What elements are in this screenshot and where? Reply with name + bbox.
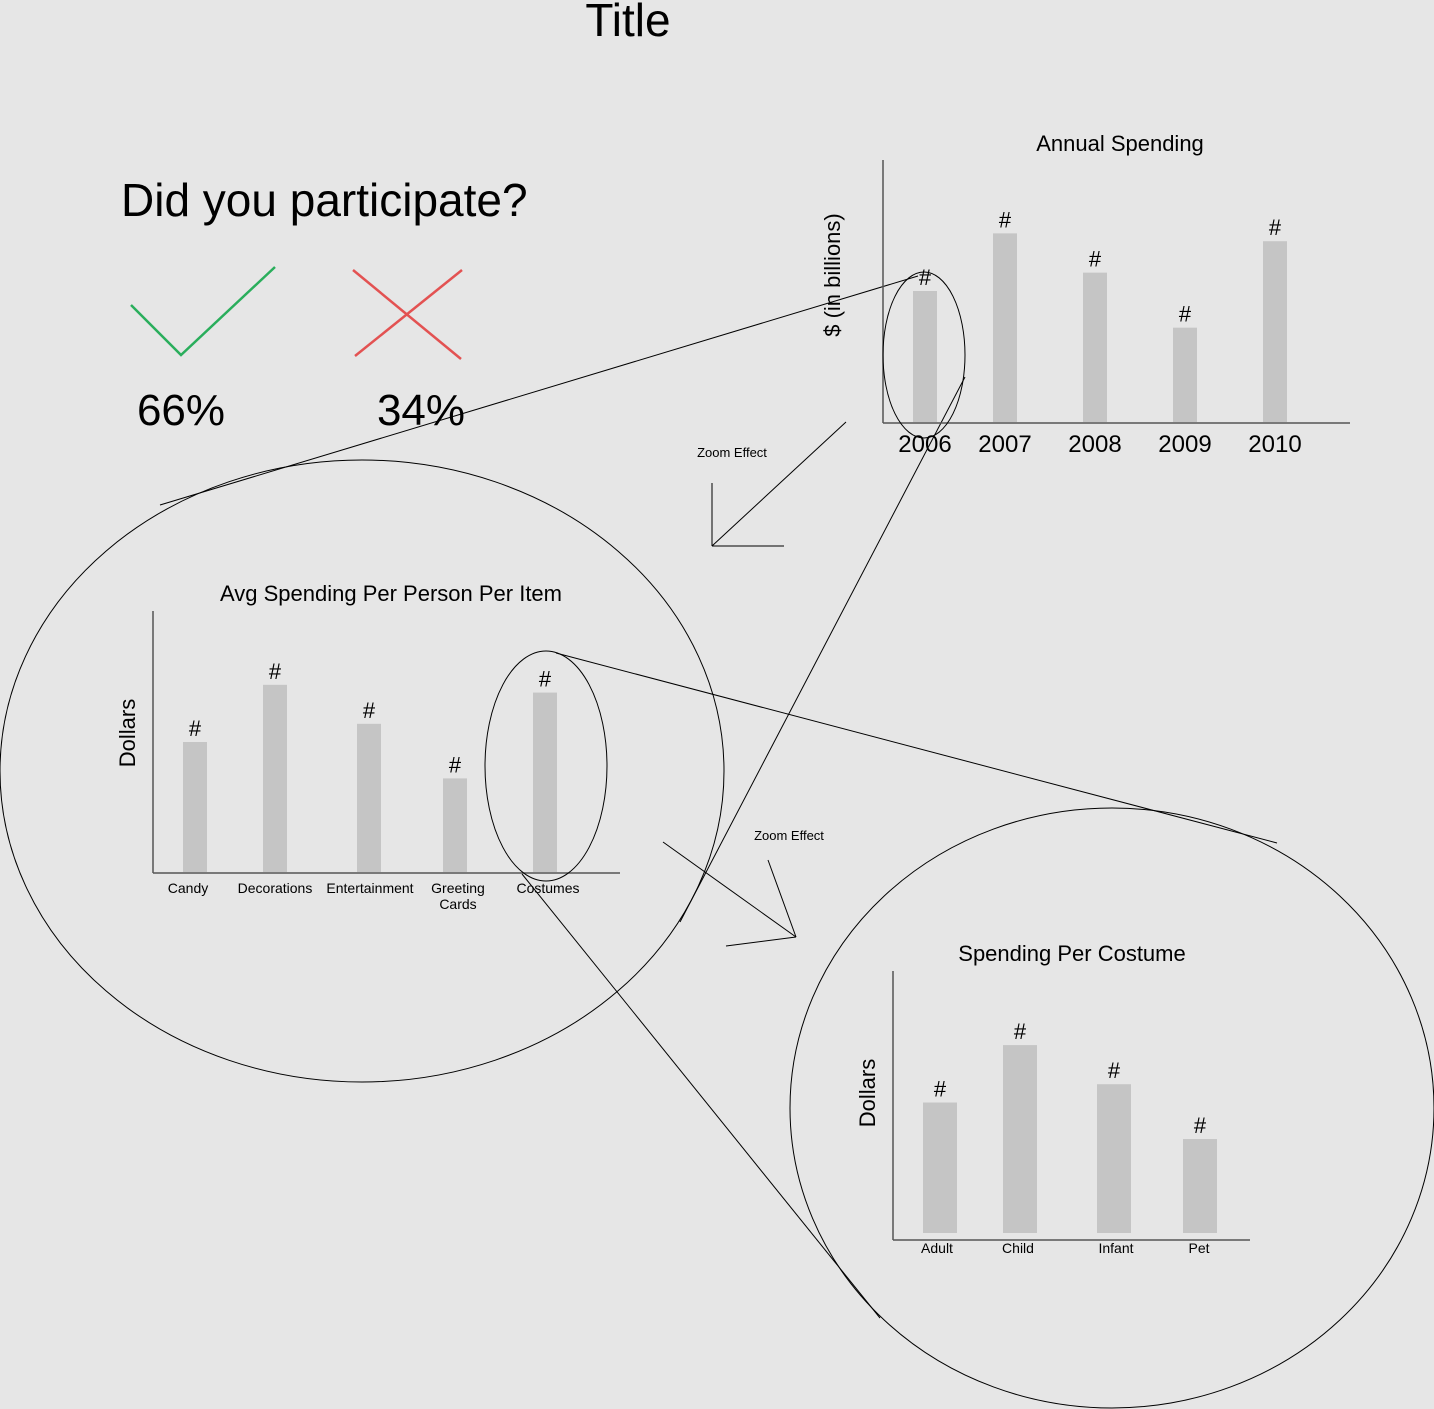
no-percent: 34% — [377, 386, 465, 435]
participation-question: Did you participate? — [121, 174, 528, 226]
tick-label: Adult — [921, 1240, 953, 1256]
data-label: # — [934, 1077, 947, 1102]
bar-decorations — [263, 684, 287, 872]
data-label: # — [189, 716, 202, 741]
bar-greeting-cards — [443, 778, 467, 872]
data-label: # — [1108, 1058, 1121, 1083]
tick-label: 2010 — [1248, 431, 1301, 458]
check-icon — [130, 266, 276, 357]
bar-entertainment — [357, 723, 381, 872]
bar-costumes — [533, 692, 557, 872]
data-label: # — [919, 265, 932, 290]
data-label: # — [539, 667, 552, 692]
tick-label: Infant — [1098, 1240, 1133, 1256]
bar-infant — [1097, 1084, 1131, 1233]
zoom-connector-line — [521, 873, 881, 1319]
bar-2007 — [993, 233, 1017, 422]
data-label: # — [1089, 247, 1102, 272]
data-label: # — [1179, 302, 1192, 327]
zoom-connector-line — [679, 376, 966, 923]
data-label: # — [1014, 1019, 1027, 1044]
highlight-ellipse-costumes — [484, 650, 608, 882]
cross-icon — [352, 269, 463, 360]
zoom-label-1: Zoom Effect — [697, 445, 767, 460]
chart-title: Avg Spending Per Person Per Item — [220, 581, 562, 606]
tick-label: 2009 — [1158, 431, 1211, 458]
bar-candy — [183, 742, 207, 872]
data-label: # — [1194, 1113, 1207, 1138]
bar-2009 — [1173, 327, 1197, 422]
data-label: # — [363, 698, 376, 723]
bar-adult — [923, 1102, 957, 1233]
zoom-connector-line — [159, 275, 919, 506]
data-label: # — [999, 207, 1012, 232]
tick-label: 2008 — [1068, 431, 1121, 458]
data-label: # — [449, 752, 462, 777]
data-label: # — [1269, 215, 1282, 240]
zoom-connector-line — [555, 652, 1278, 844]
highlight-ellipse-2006 — [882, 271, 966, 439]
yes-percent: 66% — [137, 386, 225, 435]
tick-label: Costumes — [516, 880, 579, 896]
chart-title: Spending Per Costume — [958, 941, 1185, 966]
bar-child — [1003, 1045, 1037, 1233]
tick-label: Decorations — [238, 880, 313, 896]
tick-label: Pet — [1188, 1240, 1209, 1256]
chart-ylabel: Dollars — [115, 699, 140, 767]
zoom-ellipse-costumes — [789, 807, 1434, 1409]
tick-label: Candy — [168, 880, 208, 896]
tick-label: Greeting Cards — [431, 880, 485, 912]
chart-avg-spending-per-item: Avg Spending Per Person Per Item Dollars… — [115, 581, 620, 912]
bar-2008 — [1083, 272, 1107, 422]
chart-ylabel: Dollars — [855, 1059, 880, 1127]
chart-spending-per-costume: Spending Per Costume Dollars # Adult # Chil… — [855, 941, 1250, 1256]
zoom-ellipse-items — [0, 459, 725, 1083]
zoom-arrow-1 — [711, 421, 847, 547]
page-title: Title — [585, 0, 670, 46]
bar-2006 — [913, 291, 937, 422]
tick-label: 2007 — [978, 431, 1031, 458]
chart-ylabel: $ (in billions) — [820, 213, 845, 337]
data-label: # — [269, 659, 282, 684]
tick-label: Child — [1002, 1240, 1034, 1256]
zoom-label-2: Zoom Effect — [754, 828, 824, 843]
tick-label: 2006 — [898, 431, 951, 458]
chart-title: Annual Spending — [1036, 131, 1204, 156]
bar-2010 — [1263, 241, 1287, 422]
tick-label: Entertainment — [326, 880, 413, 896]
chart-annual-spending: Annual Spending $ (in billions) #2006 #20… — [820, 131, 1350, 458]
zoom-arrow-2 — [662, 841, 797, 947]
bar-pet — [1183, 1139, 1217, 1233]
